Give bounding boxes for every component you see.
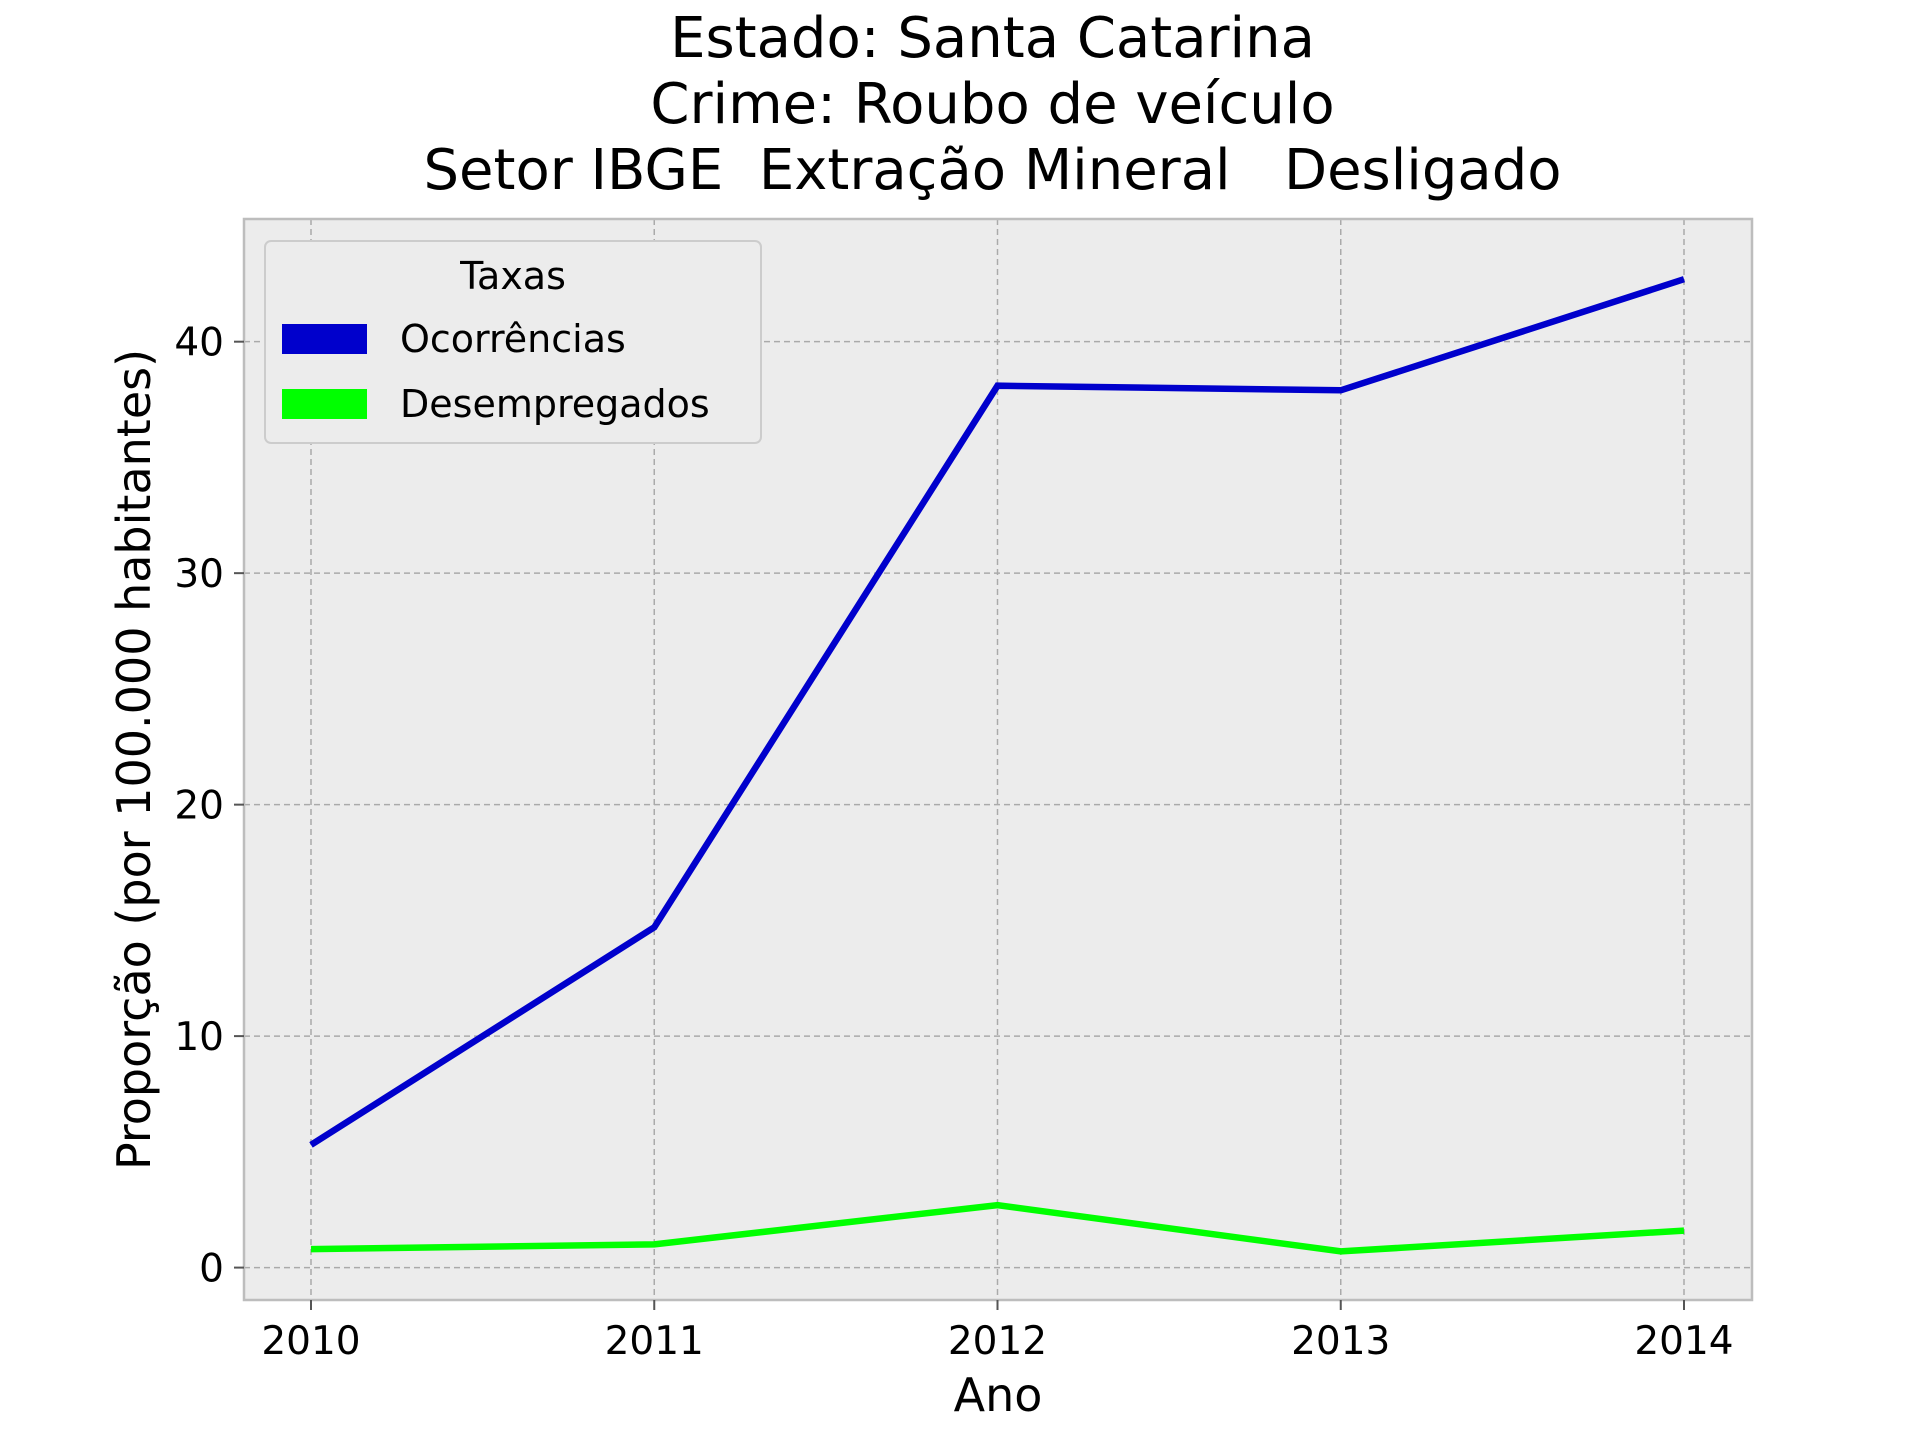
chart-title-line-3: Setor IBGE Extração Mineral Desligado — [423, 138, 1562, 203]
y-tick-label: 30 — [174, 552, 224, 597]
legend: Taxas Ocorrências Desempregados — [264, 240, 762, 444]
x-tick-label: 2013 — [1291, 1319, 1390, 1364]
y-axis-label: Proporção (por 100.000 habitantes) — [107, 349, 161, 1170]
y-tick-label: 0 — [199, 1247, 224, 1292]
legend-swatch — [282, 389, 367, 419]
legend-box — [264, 240, 762, 444]
legend-swatch — [282, 324, 367, 354]
chart-title-line-1: Estado: Santa Catarina — [670, 6, 1315, 71]
x-axis-label: Ano — [954, 1368, 1043, 1422]
x-tick-label: 2014 — [1634, 1319, 1733, 1364]
x-tick-label: 2011 — [605, 1319, 704, 1364]
legend-label: Ocorrências — [400, 317, 626, 361]
y-tick-label: 20 — [174, 784, 224, 829]
legend-title: Taxas — [459, 254, 566, 298]
x-tick-label: 2012 — [948, 1319, 1047, 1364]
y-tick-label: 10 — [174, 1015, 224, 1060]
x-tick-label: 2010 — [261, 1319, 360, 1364]
axis-ticks: 2010 2011 2012 2013 2014 0 10 20 30 40 — [174, 321, 1733, 1364]
series-lines — [309, 276, 1686, 1255]
y-tick-label: 40 — [174, 321, 224, 366]
chart-title: Estado: Santa Catarina Crime: Roubo de v… — [0, 6, 1920, 204]
chart-title-line-2: Crime: Roubo de veículo — [650, 72, 1335, 137]
legend-label: Desempregados — [400, 382, 710, 426]
